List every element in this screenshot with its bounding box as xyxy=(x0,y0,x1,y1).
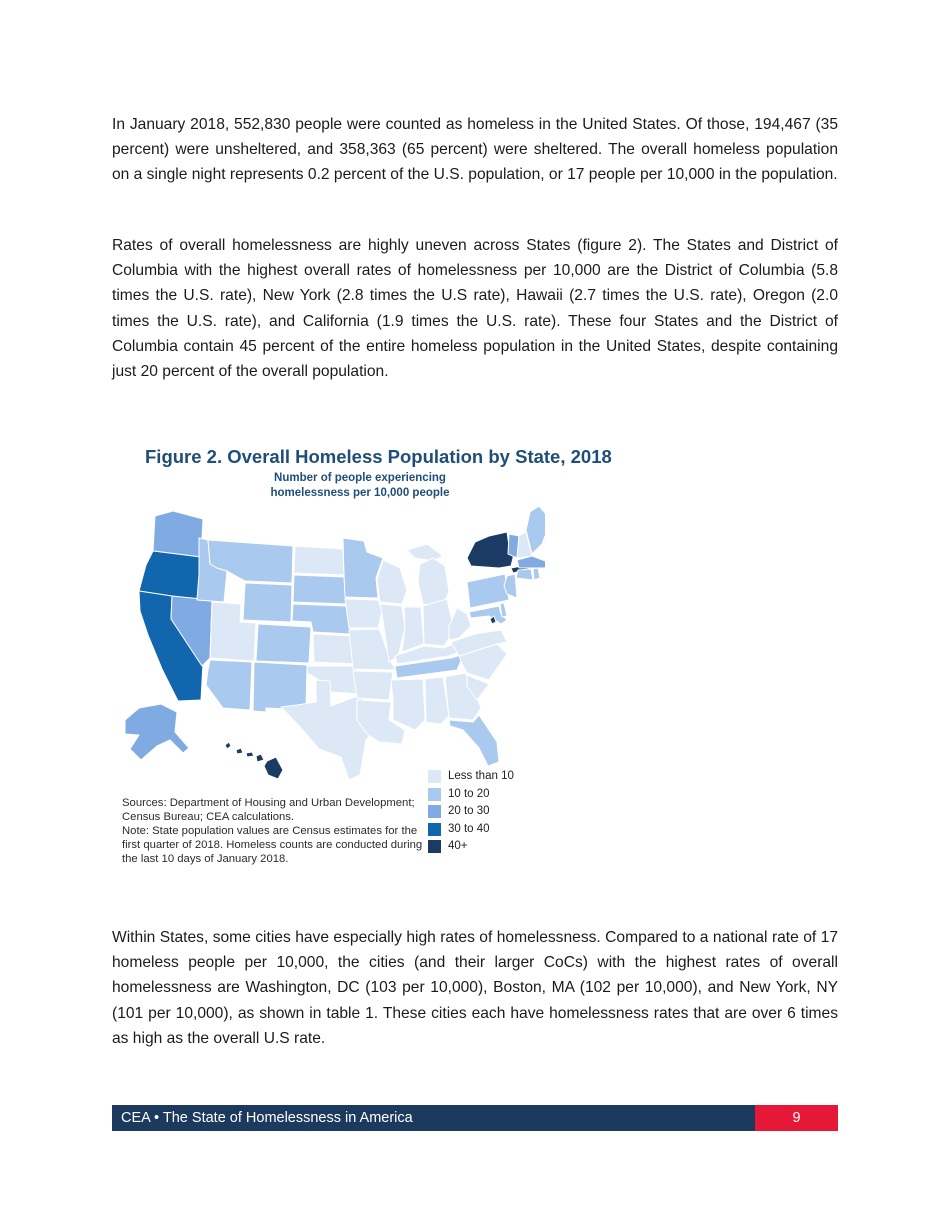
state-ms xyxy=(390,678,426,731)
state-nd xyxy=(293,545,345,576)
state-wv xyxy=(448,607,472,641)
state-de xyxy=(499,602,508,618)
state-co xyxy=(255,623,312,664)
state-va xyxy=(450,629,508,657)
paragraph-1: In January 2018, 552,830 people were cou… xyxy=(112,116,838,184)
state-ia xyxy=(344,598,383,629)
state-fl xyxy=(448,714,500,767)
state-ri xyxy=(532,567,541,581)
state-mi-upper xyxy=(406,543,444,562)
page-number-badge: 9 xyxy=(755,1105,838,1131)
state-ct xyxy=(515,568,534,581)
figure-subtitle: Number of people experiencing homelessne… xyxy=(145,471,575,501)
state-mn xyxy=(342,537,384,599)
footer-title: CEA • The State of Homelessness in Ameri… xyxy=(121,1110,413,1126)
state-ga xyxy=(444,672,482,721)
state-hi-molokai xyxy=(245,751,255,758)
state-mo xyxy=(348,628,397,671)
state-la xyxy=(356,699,406,745)
us-choropleth-map xyxy=(124,505,545,781)
paragraph-3: Within States, some cities have especial… xyxy=(112,929,838,1047)
state-tn xyxy=(394,653,465,679)
figure-title: Figure 2. Overall Homeless Population by… xyxy=(145,446,612,467)
legend-item: 30 to 40 xyxy=(428,822,514,836)
state-hi-maui xyxy=(255,753,265,763)
legend-swatch xyxy=(428,822,441,836)
legend-swatch xyxy=(428,787,441,801)
legend-item: 40+ xyxy=(428,840,514,853)
state-ar xyxy=(352,670,394,701)
legend-swatch xyxy=(428,805,441,818)
legend-swatch xyxy=(428,770,441,783)
legend-label: 10 to 20 xyxy=(448,787,490,800)
note-text: Note: State population values are Census… xyxy=(122,825,423,865)
state-nm xyxy=(252,661,308,713)
figure-subtitle-line-1: Number of people experiencing xyxy=(274,472,446,484)
footer-bar: CEA • The State of Homelessness in Ameri… xyxy=(112,1105,838,1131)
state-hi-big-island xyxy=(263,756,284,780)
state-ut xyxy=(209,601,257,662)
legend-label: 20 to 30 xyxy=(448,805,490,817)
state-sd xyxy=(292,574,347,605)
state-me xyxy=(525,505,545,555)
figure-subtitle-line-2: homelessness per 10,000 people xyxy=(270,487,450,499)
legend-label: 30 to 40 xyxy=(448,822,490,835)
state-tx xyxy=(280,679,382,781)
state-dc xyxy=(489,615,497,625)
state-mi xyxy=(417,557,450,607)
state-hi-kauai xyxy=(224,741,232,750)
state-wi xyxy=(376,559,408,605)
state-in xyxy=(401,606,425,653)
state-ak xyxy=(124,703,190,761)
state-ok xyxy=(306,665,360,695)
state-az xyxy=(205,659,253,711)
state-al xyxy=(424,676,450,725)
state-nj xyxy=(503,573,518,599)
legend-item: 20 to 30 xyxy=(428,805,514,818)
state-wy xyxy=(242,582,293,623)
state-pa xyxy=(466,573,510,609)
figure-source-note: Sources: Department of Housing and Urban… xyxy=(122,796,424,866)
paragraph-2: Rates of overall homelessness are highly… xyxy=(112,237,838,381)
state-sc xyxy=(466,674,490,701)
legend-swatch xyxy=(428,840,441,853)
legend-item: Less than 10 xyxy=(428,770,514,783)
legend-item: 10 to 20 xyxy=(428,787,514,801)
state-wa xyxy=(152,510,204,558)
state-ma xyxy=(516,555,545,569)
state-hi-oahu xyxy=(235,747,244,755)
state-mt xyxy=(207,539,294,584)
state-md xyxy=(468,605,508,625)
sources-text: Sources: Department of Housing and Urban… xyxy=(122,797,415,823)
legend-label: Less than 10 xyxy=(448,770,514,782)
map-legend: Less than 10 10 to 20 20 to 30 30 to 40 … xyxy=(428,770,514,858)
legend-label: 40+ xyxy=(448,840,468,852)
